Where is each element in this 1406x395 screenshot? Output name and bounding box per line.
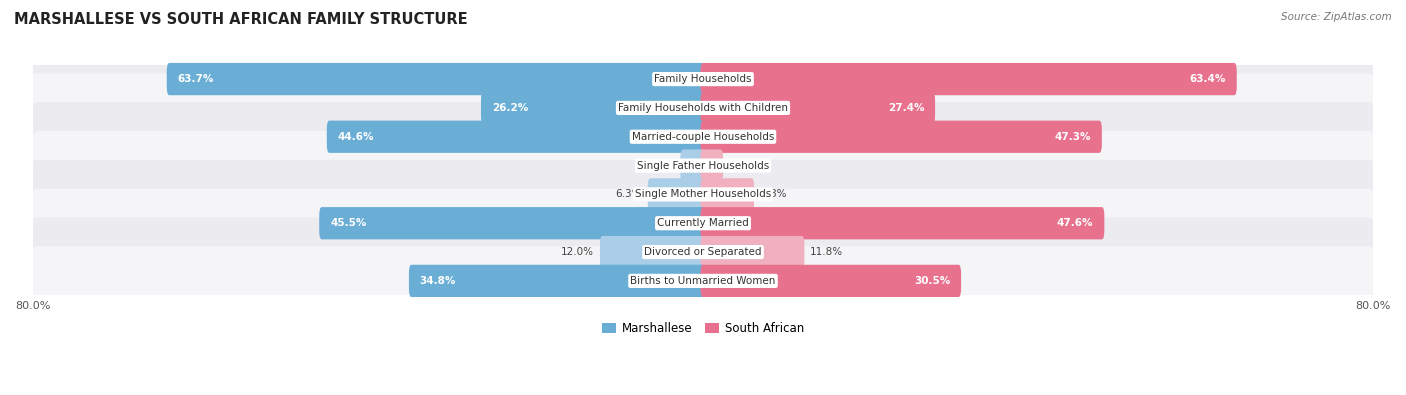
FancyBboxPatch shape: [700, 265, 962, 297]
FancyBboxPatch shape: [648, 178, 706, 211]
Text: 12.0%: 12.0%: [561, 247, 595, 257]
Text: 44.6%: 44.6%: [337, 132, 374, 142]
FancyBboxPatch shape: [700, 92, 935, 124]
Text: MARSHALLESE VS SOUTH AFRICAN FAMILY STRUCTURE: MARSHALLESE VS SOUTH AFRICAN FAMILY STRU…: [14, 12, 468, 27]
FancyBboxPatch shape: [700, 149, 723, 182]
FancyBboxPatch shape: [167, 63, 706, 95]
Text: 30.5%: 30.5%: [914, 276, 950, 286]
Text: Currently Married: Currently Married: [657, 218, 749, 228]
Text: 27.4%: 27.4%: [887, 103, 924, 113]
FancyBboxPatch shape: [30, 218, 1376, 287]
Text: 5.8%: 5.8%: [761, 189, 786, 199]
FancyBboxPatch shape: [681, 149, 706, 182]
Text: Married-couple Households: Married-couple Households: [631, 132, 775, 142]
FancyBboxPatch shape: [700, 120, 1102, 153]
Text: 45.5%: 45.5%: [330, 218, 367, 228]
Text: Family Households with Children: Family Households with Children: [619, 103, 787, 113]
Text: 26.2%: 26.2%: [492, 103, 529, 113]
FancyBboxPatch shape: [700, 207, 1104, 239]
Text: Births to Unmarried Women: Births to Unmarried Women: [630, 276, 776, 286]
Text: 63.7%: 63.7%: [177, 74, 214, 84]
FancyBboxPatch shape: [481, 92, 706, 124]
Text: 11.8%: 11.8%: [810, 247, 844, 257]
Text: Source: ZipAtlas.com: Source: ZipAtlas.com: [1281, 12, 1392, 22]
FancyBboxPatch shape: [30, 160, 1376, 229]
Text: 2.1%: 2.1%: [728, 161, 755, 171]
FancyBboxPatch shape: [30, 189, 1376, 258]
FancyBboxPatch shape: [30, 73, 1376, 143]
Text: 6.3%: 6.3%: [616, 189, 641, 199]
Text: Single Mother Households: Single Mother Households: [636, 189, 770, 199]
Text: Family Households: Family Households: [654, 74, 752, 84]
FancyBboxPatch shape: [700, 178, 754, 211]
FancyBboxPatch shape: [30, 246, 1376, 316]
FancyBboxPatch shape: [700, 63, 1237, 95]
Text: 47.3%: 47.3%: [1054, 132, 1091, 142]
FancyBboxPatch shape: [30, 45, 1376, 114]
Text: Divorced or Separated: Divorced or Separated: [644, 247, 762, 257]
FancyBboxPatch shape: [409, 265, 706, 297]
FancyBboxPatch shape: [319, 207, 706, 239]
FancyBboxPatch shape: [700, 236, 804, 268]
FancyBboxPatch shape: [326, 120, 706, 153]
Legend: Marshallese, South African: Marshallese, South African: [598, 318, 808, 340]
FancyBboxPatch shape: [600, 236, 706, 268]
Text: Single Father Households: Single Father Households: [637, 161, 769, 171]
Text: 63.4%: 63.4%: [1189, 74, 1226, 84]
Text: 34.8%: 34.8%: [420, 276, 456, 286]
FancyBboxPatch shape: [30, 131, 1376, 200]
FancyBboxPatch shape: [30, 102, 1376, 171]
Text: 2.4%: 2.4%: [648, 161, 675, 171]
Text: 47.6%: 47.6%: [1057, 218, 1094, 228]
